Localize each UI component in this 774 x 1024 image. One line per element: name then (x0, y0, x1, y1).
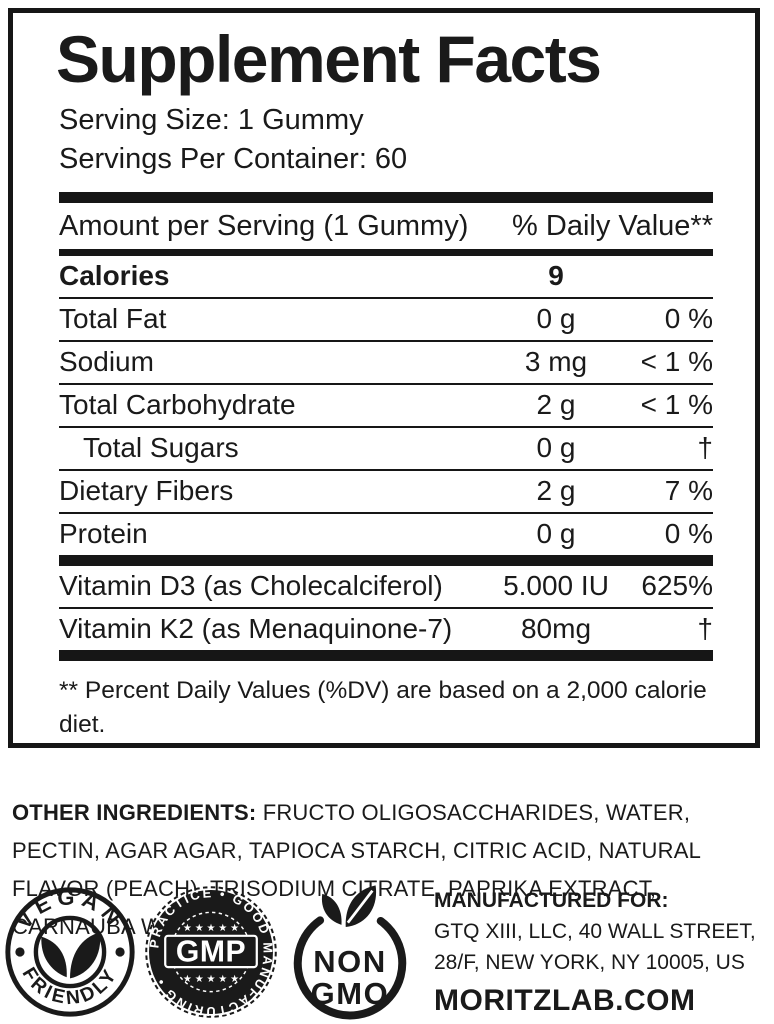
footnotes: ** Percent Daily Values (%DV) are based … (59, 674, 713, 743)
divider-thick-middle (59, 555, 713, 566)
manufactured-for-label: MANUFACTURED FOR: (434, 888, 669, 912)
table-row-total-sugars: Total Sugars 0 g † (59, 426, 713, 469)
footnote-dagger: † Daily Values (DV) not established. (59, 742, 713, 743)
nutrient-name: Vitamin D3 (as Cholecalciferol) (59, 570, 443, 601)
nutrient-amount: 80mg (520, 613, 592, 644)
nutrient-amount: 5.000 IU (503, 570, 609, 601)
divider-thick-bottom (59, 650, 713, 661)
nutrient-name: Total Fat (59, 303, 167, 334)
gmp-badge: PRACTICE • GOOD MANUFACTURING • ★ ★ ★ ★ … (145, 885, 277, 1019)
nutrient-dv: 0 % (664, 518, 713, 549)
nutrient-name: Sodium (59, 346, 154, 377)
nutrient-dv: 7 % (664, 475, 713, 506)
nutrient-name: Total Carbohydrate (59, 389, 296, 420)
table-row-protein: Protein 0 g 0 % (59, 512, 713, 555)
non-gmo-line1: NON (313, 944, 387, 979)
leaf-icon (41, 931, 101, 978)
other-ingredients-label: OTHER INGREDIENTS: (12, 800, 257, 825)
svg-text:VEGAN: VEGAN (11, 886, 129, 934)
vegan-top-text: VEGAN (11, 886, 124, 934)
manufacturer-website: MORITZLAB.COM (434, 983, 696, 1017)
divider-thick-top (59, 192, 713, 203)
divider-medium (59, 249, 713, 256)
nutrient-name: Total Sugars (83, 432, 239, 463)
nutrient-amount: 9 (548, 260, 564, 291)
supplement-facts-panel: Supplement Facts Serving Size: 1 Gummy S… (8, 8, 760, 748)
nutrient-name: Protein (59, 518, 148, 549)
gmp-center-text: GMP (176, 935, 246, 968)
nutrient-amount: 2 g (536, 389, 576, 420)
nutrient-amount: 0 g (536, 432, 576, 463)
vegan-left-dot (15, 946, 25, 957)
nutrient-name: Calories (59, 260, 170, 291)
panel-title: Supplement Facts (56, 22, 602, 96)
vegan-outer-circle (5, 886, 135, 1017)
table-row-calories: Calories 9 (59, 256, 713, 297)
nutrient-amount: 0 g (536, 303, 576, 334)
nutrient-amount: 3 mg (524, 346, 588, 377)
table-row-dietary-fibers: Dietary Fibers 2 g 7 % (59, 469, 713, 512)
non-gmo-line2: GMO (311, 976, 390, 1011)
manufacturer-block: MANUFACTURED FOR: GTQ XIII, LLC, 40 WALL… (434, 886, 770, 1018)
vegan-right-dot (115, 946, 125, 957)
amount-header: Amount per Serving (1 Gummy) (59, 210, 469, 242)
gmp-ring-band (149, 889, 273, 1014)
nutrient-amount: 0 g (536, 518, 576, 549)
servings-per-container: Servings Per Container: 60 (59, 143, 408, 175)
bottom-row: VEGAN FRIENDLY PRACTICE • GOOD MANUFACTU… (4, 882, 770, 1021)
non-gmo-open-circle (293, 906, 407, 1020)
manufacturer-address-line2: 28/F, NEW YORK, NY 10005, US (434, 950, 745, 974)
table-row-vitamin-k2: Vitamin K2 (as Menaquinone-7) 80mg † (59, 607, 713, 650)
daily-value-header: % Daily Value** (512, 210, 713, 242)
gmp-stars-bottom: ★ ★ ★ ★ ★ (183, 974, 239, 985)
serving-size: Serving Size: 1 Gummy (59, 104, 364, 136)
gmp-center-band (164, 934, 258, 968)
table-row-total-fat: Total Fat 0 g 0 % (59, 297, 713, 340)
non-gmo-badge: NON GMO (293, 885, 407, 1020)
footnote-percent-dv: ** Percent Daily Values (%DV) are based … (59, 677, 707, 738)
table-row-sodium: Sodium 3 mg < 1 % (59, 340, 713, 383)
manufacturer-address-line1: GTQ XIII, LLC, 40 WALL STREET, (434, 919, 756, 943)
nutrient-dv: 0 % (664, 303, 713, 334)
vegan-inner-circle (33, 915, 107, 988)
gmp-outer-dashed-circle (145, 885, 277, 1018)
table-row-vitamin-d3: Vitamin D3 (as Cholecalciferol) 5.000 IU… (59, 566, 713, 607)
nutrient-dv: < 1 % (640, 346, 713, 377)
gmp-stars-top: ★ ★ ★ ★ ★ (183, 922, 239, 933)
nutrient-name: Dietary Fibers (59, 475, 234, 506)
nutrient-dv: 625% (641, 570, 713, 601)
nutrient-dv: < 1 % (640, 389, 713, 420)
vegan-friendly-badge: VEGAN FRIENDLY (5, 886, 135, 1017)
table-row-total-carbohydrate: Total Carbohydrate 2 g < 1 % (59, 383, 713, 426)
table-header-row: Amount per Serving (1 Gummy) % Daily Val… (59, 203, 713, 249)
nutrient-dv: † (697, 432, 713, 463)
nutrient-amount: 2 g (536, 475, 576, 506)
leaf-icon (321, 885, 377, 927)
nutrient-name: Vitamin K2 (as Menaquinone-7) (59, 613, 453, 644)
nutrient-dv: † (697, 613, 713, 644)
